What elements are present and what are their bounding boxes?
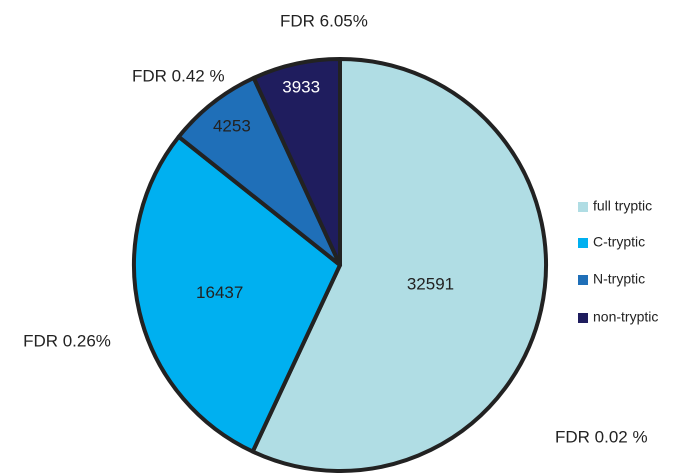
legend-label: non-tryptic: [593, 309, 658, 325]
data-label: 3933: [282, 77, 320, 96]
pie-slice: [250, 57, 548, 473]
legend-label: C-tryptic: [593, 234, 645, 250]
legend-swatch: [578, 313, 588, 323]
data-label: 32591: [407, 275, 454, 294]
pie-slice: [251, 57, 342, 267]
legend-swatch: [578, 202, 588, 212]
data-label: 16437: [196, 283, 243, 302]
pie-slice: [132, 134, 342, 454]
legend-label: full tryptic: [593, 198, 652, 214]
annotation: FDR 6.05%: [280, 11, 368, 30]
annotation: FDR 0.26%: [23, 331, 111, 350]
legend-swatch: [578, 238, 588, 248]
legend-swatch: [578, 275, 588, 285]
annotation: FDR 0.42 %: [132, 66, 225, 85]
legend-label: N-tryptic: [593, 271, 645, 287]
annotation: FDR 0.02 %: [555, 427, 648, 446]
data-label: 4253: [213, 117, 251, 136]
